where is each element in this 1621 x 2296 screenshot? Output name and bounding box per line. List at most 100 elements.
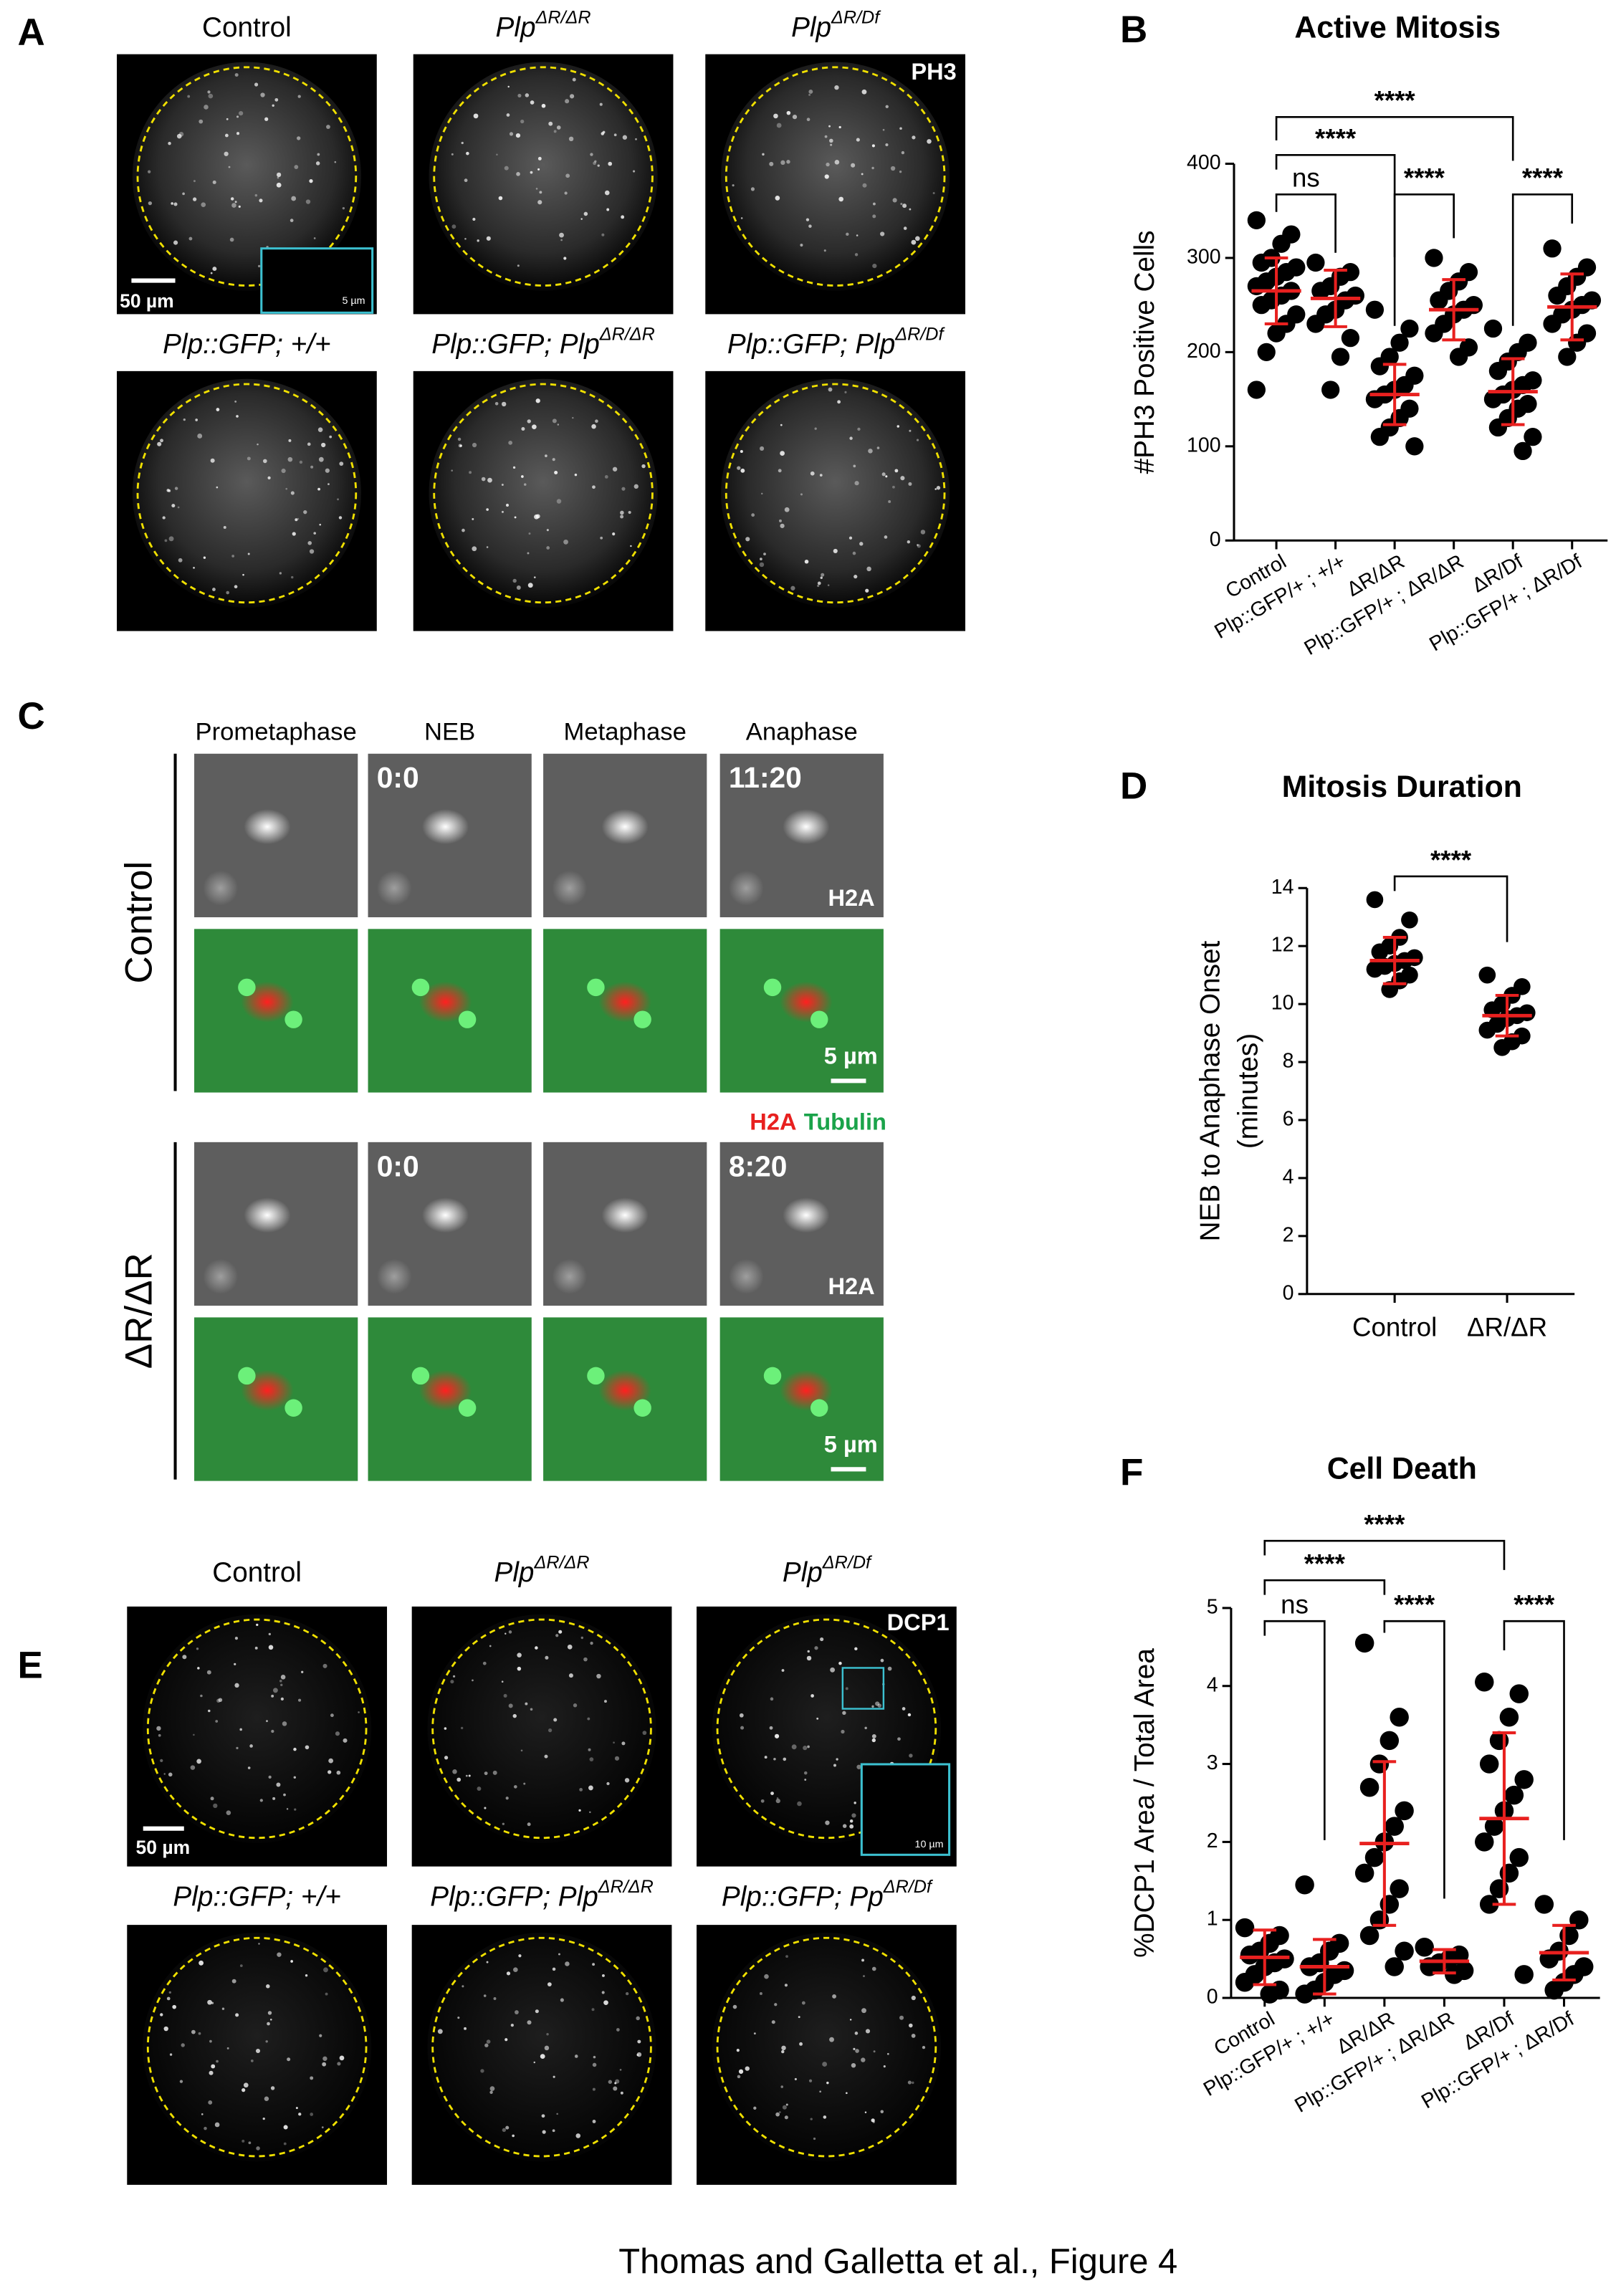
speckle xyxy=(168,489,171,492)
speckle xyxy=(242,573,244,576)
speckle xyxy=(887,1666,892,1671)
speckle xyxy=(604,190,610,196)
time-label: 8:20 xyxy=(729,1149,788,1182)
speckle xyxy=(204,2126,207,2130)
speckle xyxy=(272,1688,278,1693)
speckle xyxy=(826,2081,829,2085)
speckle xyxy=(517,93,522,98)
stage-label: Metaphase xyxy=(564,718,687,745)
speckle xyxy=(283,2125,288,2130)
speckle xyxy=(865,2029,871,2034)
speckle xyxy=(492,1770,497,1775)
speckle xyxy=(559,232,564,238)
speckle xyxy=(535,1646,538,1650)
data-point xyxy=(1306,253,1325,272)
speckle xyxy=(469,471,472,474)
speckle xyxy=(780,160,785,166)
speckle xyxy=(880,231,885,236)
speckle xyxy=(614,2082,617,2085)
speckle xyxy=(877,1703,882,1708)
y-tick-label: 5 xyxy=(1207,1595,1218,1618)
speckle xyxy=(280,1674,286,1680)
data-point xyxy=(1509,1684,1529,1703)
stage-label: NEB xyxy=(424,718,475,745)
speckle xyxy=(861,2008,866,2014)
speckle xyxy=(329,435,333,439)
tissue-outline xyxy=(433,66,654,287)
speckle xyxy=(907,540,911,544)
speckle xyxy=(206,1670,211,1675)
speckle xyxy=(226,118,229,120)
speckle xyxy=(574,2055,578,2058)
speckle xyxy=(560,1998,564,2002)
speckle xyxy=(525,1702,528,1706)
column-subtitle-sup: ΔR/Df xyxy=(894,324,945,344)
significance-bracket xyxy=(1511,193,1574,326)
chromatin xyxy=(783,809,830,845)
speckle xyxy=(267,2022,270,2026)
speckle xyxy=(520,119,525,124)
speckle xyxy=(322,1663,327,1668)
speckle xyxy=(309,178,313,183)
speckle xyxy=(593,2055,596,2059)
nucleus xyxy=(376,1258,412,1294)
speckle xyxy=(325,468,330,473)
speckle xyxy=(163,1773,166,1775)
speckle xyxy=(541,103,546,108)
speckle xyxy=(322,2056,327,2061)
data-point xyxy=(1331,348,1350,366)
speckle xyxy=(501,1680,504,1683)
tissue xyxy=(143,1933,372,2162)
spindle-pole xyxy=(587,978,605,997)
speckle xyxy=(589,1757,594,1761)
speckle xyxy=(339,461,344,467)
speckle xyxy=(291,575,294,579)
speckle xyxy=(285,487,288,490)
column-title-text: Plp xyxy=(494,1557,535,1588)
speckle xyxy=(216,2060,219,2063)
speckle xyxy=(917,544,919,546)
speckle xyxy=(290,1960,293,1963)
nucleus xyxy=(376,870,412,906)
speckle xyxy=(732,2004,737,2009)
speckle xyxy=(242,2139,245,2143)
data-point xyxy=(1504,1785,1524,1805)
speckle xyxy=(873,2050,876,2053)
speckle xyxy=(600,536,603,540)
speckle xyxy=(769,161,774,166)
speckle xyxy=(542,2130,546,2134)
speckle xyxy=(880,2110,884,2113)
speckle xyxy=(738,2069,744,2074)
tissue xyxy=(143,1614,372,1843)
data-point xyxy=(1430,291,1448,310)
speckle xyxy=(606,1781,610,1786)
speckle xyxy=(899,170,902,173)
data-point xyxy=(1499,1708,1519,1727)
tissue-outline xyxy=(146,1936,368,2158)
column-title-text: Control xyxy=(212,1557,302,1588)
data-point xyxy=(1369,1754,1390,1774)
speckle xyxy=(864,1726,867,1730)
speckle xyxy=(279,572,282,575)
speckle xyxy=(210,272,213,274)
speckle xyxy=(269,2018,272,2021)
speckle xyxy=(596,1673,601,1679)
significance-label: **** xyxy=(1315,124,1357,153)
speckle xyxy=(764,1756,768,1759)
speckle xyxy=(236,415,239,418)
significance-label: **** xyxy=(1374,86,1416,115)
speckle xyxy=(554,470,558,474)
speckle xyxy=(187,95,191,98)
speckle xyxy=(900,476,905,481)
speckle xyxy=(196,1759,201,1764)
speckle xyxy=(282,1721,287,1726)
speckle xyxy=(588,1785,593,1791)
speckle xyxy=(266,1984,270,1989)
speckle xyxy=(343,1738,348,1743)
speckle xyxy=(514,516,517,519)
speckle xyxy=(535,398,540,403)
speckle xyxy=(498,196,503,201)
data-point xyxy=(1488,362,1508,381)
speckle xyxy=(505,1632,507,1635)
speckle xyxy=(834,160,840,165)
